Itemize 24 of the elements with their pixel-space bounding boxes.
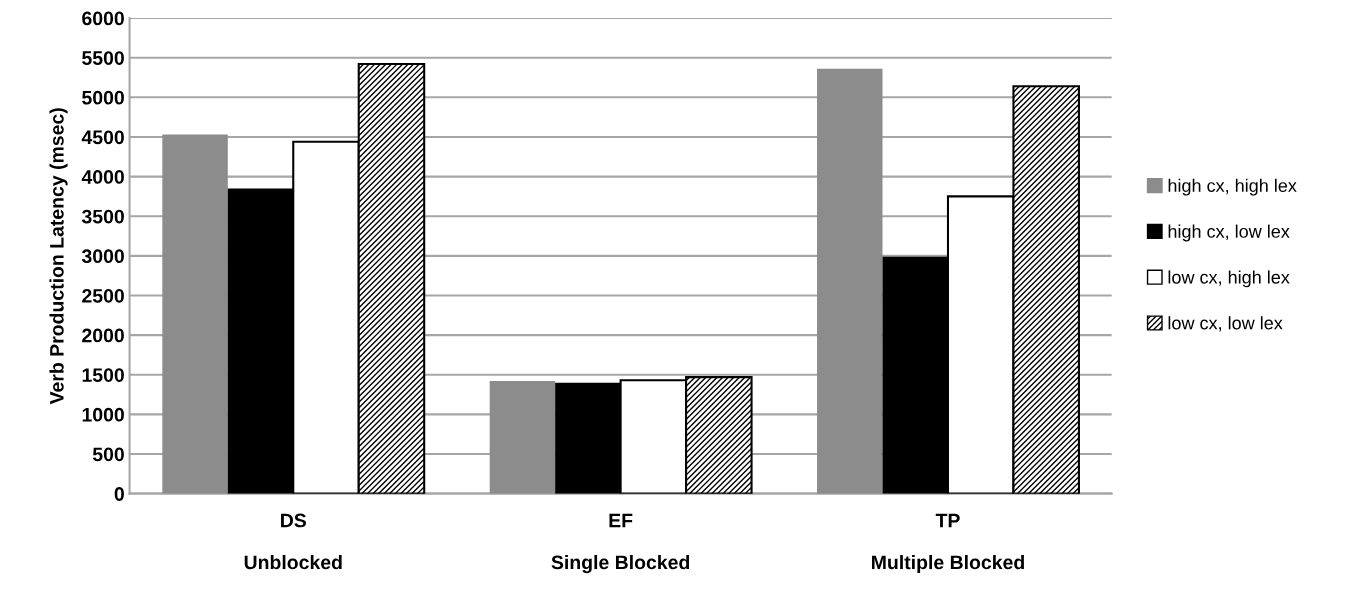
y-tick-label: 500 — [92, 447, 124, 462]
bar — [162, 134, 228, 494]
legend-label: low cx, low lex — [1168, 316, 1283, 332]
y-tick-label: 1500 — [82, 368, 124, 382]
bar — [489, 381, 556, 494]
legend-label: high cx, high lex — [1168, 178, 1297, 196]
category-label: EF Single Blocked — [551, 513, 690, 574]
y-tick-label: 5500 — [82, 51, 124, 65]
y-tick-label: 0 — [114, 487, 124, 501]
y-tick-label: 5000 — [82, 90, 124, 105]
y-axis-title: Verb Production Latency (msec) — [49, 108, 68, 405]
y-tick-label: 4500 — [81, 130, 124, 145]
legend-label: high cx, low lex — [1168, 224, 1290, 242]
y-tick-label: 1000 — [82, 407, 124, 422]
y-tick-label: 3500 — [81, 209, 124, 224]
y-tick-label: 4000 — [81, 170, 124, 184]
category-label: TP Multiple Blocked — [872, 513, 1024, 574]
y-tick-label: 2500 — [82, 288, 124, 303]
bar — [817, 68, 883, 494]
category-label: DS Unblocked — [244, 513, 342, 570]
legend-label: low cx, high lex — [1168, 270, 1290, 288]
y-tick-label: 6000 — [82, 11, 124, 26]
y-tick-label: 3000 — [81, 249, 124, 264]
y-tick-label: 2000 — [82, 328, 124, 343]
